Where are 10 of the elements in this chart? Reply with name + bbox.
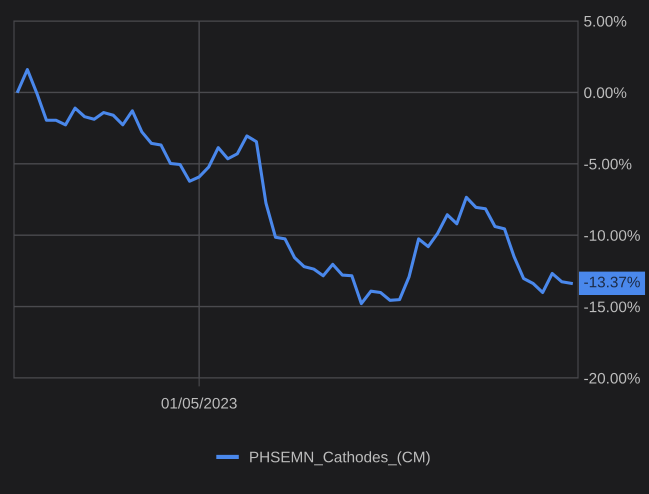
text: -13.37% (584, 276, 640, 288)
y-tick-label: -10.00% (584, 230, 640, 241)
y-tick-label: 5.00% (584, 16, 626, 27)
legend-label: PHSEMN_Cathodes_(CM) (250, 451, 430, 466)
y-tick-label: -15.00% (584, 301, 640, 312)
line-series (16, 68, 573, 306)
y-tick-label: 0.00% (584, 87, 626, 98)
x-tick-label: 01/05/2023 (162, 397, 237, 409)
y-tick-label: -20.00% (584, 372, 640, 384)
y-tick-label: -5.00% (584, 158, 632, 170)
